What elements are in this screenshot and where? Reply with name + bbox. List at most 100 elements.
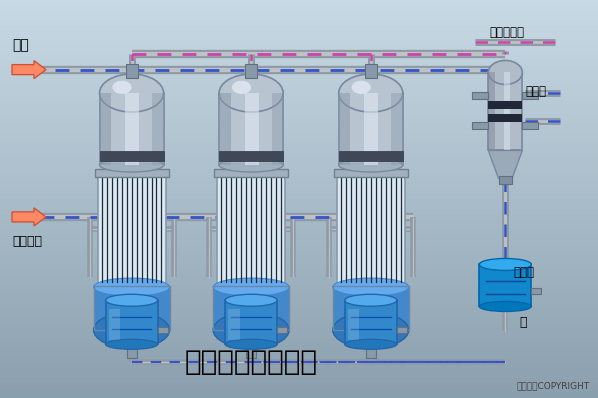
Bar <box>245 64 257 78</box>
Text: 集水池: 集水池 <box>513 266 534 279</box>
Bar <box>0 363 598 368</box>
Text: 冷却水: 冷却水 <box>525 86 547 98</box>
Bar <box>0 283 598 289</box>
Bar <box>364 93 379 165</box>
Bar <box>0 30 598 35</box>
Text: 东方仿真COPYRIGHT: 东方仿真COPYRIGHT <box>517 381 590 390</box>
Bar <box>219 93 231 165</box>
Bar <box>0 134 598 139</box>
Bar <box>0 224 598 229</box>
Bar <box>0 40 598 45</box>
Polygon shape <box>489 150 522 178</box>
Bar <box>0 70 598 75</box>
Bar <box>0 139 598 144</box>
Bar <box>489 72 495 150</box>
Bar <box>246 344 256 358</box>
Bar <box>213 286 289 330</box>
Bar <box>0 259 598 264</box>
Bar <box>522 92 538 100</box>
Bar <box>0 323 598 328</box>
Bar <box>225 300 277 344</box>
Ellipse shape <box>219 74 283 112</box>
Ellipse shape <box>480 258 531 271</box>
Bar <box>0 209 598 214</box>
Bar <box>277 327 287 333</box>
Ellipse shape <box>112 81 132 94</box>
Bar <box>0 353 598 358</box>
Ellipse shape <box>338 158 403 172</box>
Bar <box>271 93 283 165</box>
Bar <box>245 93 259 165</box>
Bar <box>219 151 283 161</box>
Ellipse shape <box>106 339 157 349</box>
Bar <box>157 327 167 333</box>
Bar <box>0 20 598 25</box>
Bar <box>0 124 598 129</box>
Ellipse shape <box>99 158 164 172</box>
Bar <box>0 294 598 298</box>
Bar <box>0 169 598 174</box>
Bar <box>0 204 598 209</box>
Bar <box>0 189 598 194</box>
Bar <box>0 308 598 314</box>
Bar <box>0 45 598 50</box>
Bar <box>0 393 598 398</box>
Bar <box>0 114 598 119</box>
Bar <box>0 274 598 279</box>
Bar <box>228 309 240 340</box>
Bar <box>0 194 598 199</box>
Bar <box>332 286 409 330</box>
Bar <box>0 378 598 383</box>
Ellipse shape <box>93 278 170 296</box>
Bar <box>489 114 522 122</box>
Bar <box>0 80 598 84</box>
Bar <box>338 93 350 165</box>
Bar <box>93 286 170 330</box>
Bar <box>99 93 111 165</box>
Bar <box>0 373 598 378</box>
Ellipse shape <box>480 301 531 312</box>
Bar <box>0 368 598 373</box>
Bar <box>338 93 403 165</box>
Bar <box>0 298 598 304</box>
Bar <box>396 327 407 333</box>
Ellipse shape <box>93 312 170 348</box>
Bar <box>334 169 408 177</box>
Bar <box>0 10 598 15</box>
Bar <box>499 176 512 184</box>
Ellipse shape <box>106 294 157 306</box>
Bar <box>0 303 598 308</box>
Bar <box>0 388 598 393</box>
Bar <box>0 269 598 274</box>
Bar <box>0 229 598 234</box>
FancyArrow shape <box>12 60 46 79</box>
Text: 水: 水 <box>519 316 527 330</box>
Bar <box>97 171 166 286</box>
Bar <box>366 344 376 358</box>
Bar <box>0 214 598 219</box>
Bar <box>0 64 598 70</box>
Bar <box>0 239 598 244</box>
Bar <box>0 263 598 269</box>
Bar <box>391 93 403 165</box>
Bar <box>0 149 598 154</box>
Text: 不凝性气体: 不凝性气体 <box>489 26 524 39</box>
Bar <box>0 184 598 189</box>
Bar <box>126 64 138 78</box>
Bar <box>0 199 598 204</box>
Bar <box>0 383 598 388</box>
Bar <box>0 279 598 283</box>
Bar <box>531 288 541 294</box>
Bar <box>152 93 164 165</box>
Bar <box>0 164 598 169</box>
Bar <box>0 75 598 80</box>
Bar <box>0 334 598 338</box>
Bar <box>472 123 489 129</box>
Bar <box>0 109 598 115</box>
Bar <box>0 50 598 55</box>
Bar <box>214 169 288 177</box>
Bar <box>0 60 598 64</box>
Bar <box>0 234 598 239</box>
Ellipse shape <box>99 74 164 112</box>
Bar <box>0 343 598 348</box>
